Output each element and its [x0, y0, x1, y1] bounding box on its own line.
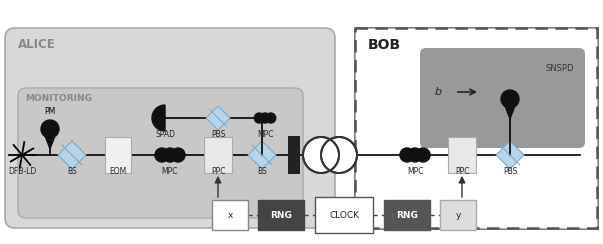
Text: PBS: PBS [211, 130, 225, 139]
Text: PPC: PPC [455, 167, 469, 176]
Text: BOB: BOB [368, 38, 401, 52]
Text: MPC: MPC [407, 167, 423, 176]
Wedge shape [152, 105, 165, 131]
Circle shape [266, 113, 276, 123]
Text: RNG: RNG [396, 211, 418, 220]
Polygon shape [58, 141, 86, 169]
Text: PPC: PPC [211, 167, 226, 176]
Bar [212, 200, 248, 230]
Text: SNSPD: SNSPD [546, 64, 574, 73]
Circle shape [400, 148, 414, 162]
Bar [204, 137, 232, 173]
Text: MPC: MPC [162, 167, 178, 176]
Text: DFB-LD: DFB-LD [8, 167, 36, 176]
Polygon shape [502, 99, 517, 119]
Text: b: b [434, 87, 441, 97]
Bar [315, 197, 373, 233]
Text: MONITORING: MONITORING [25, 94, 92, 103]
Bar [258, 200, 304, 230]
Polygon shape [206, 106, 230, 130]
Polygon shape [248, 141, 276, 169]
Circle shape [304, 138, 338, 172]
Circle shape [163, 148, 177, 162]
Circle shape [416, 148, 430, 162]
Polygon shape [42, 129, 58, 149]
Text: VA: VA [289, 167, 299, 176]
Circle shape [41, 120, 59, 138]
Circle shape [254, 113, 264, 123]
Circle shape [408, 148, 422, 162]
Text: PBS: PBS [503, 167, 517, 176]
Circle shape [501, 90, 519, 108]
Text: y: y [455, 211, 461, 220]
Text: PM: PM [45, 107, 55, 116]
Text: x: x [227, 211, 233, 220]
Bar [384, 200, 430, 230]
FancyBboxPatch shape [5, 28, 335, 228]
Text: BS: BS [257, 167, 267, 176]
Bar [105, 137, 131, 173]
Circle shape [155, 148, 169, 162]
Circle shape [322, 138, 356, 172]
Text: CLOCK: CLOCK [329, 211, 359, 220]
Bar [448, 137, 476, 173]
Bar [288, 136, 300, 174]
Bar [355, 28, 597, 228]
Circle shape [260, 113, 270, 123]
Text: RNG: RNG [270, 211, 292, 220]
Text: MPC: MPC [257, 130, 273, 139]
Text: BS: BS [67, 167, 77, 176]
Polygon shape [496, 141, 524, 169]
FancyBboxPatch shape [420, 48, 585, 148]
Bar [440, 200, 476, 230]
Text: SPAD: SPAD [155, 130, 175, 139]
Text: ALICE: ALICE [18, 38, 55, 51]
Bar [355, 28, 597, 228]
Circle shape [171, 148, 185, 162]
FancyBboxPatch shape [18, 88, 303, 218]
Text: EOM: EOM [109, 167, 127, 176]
